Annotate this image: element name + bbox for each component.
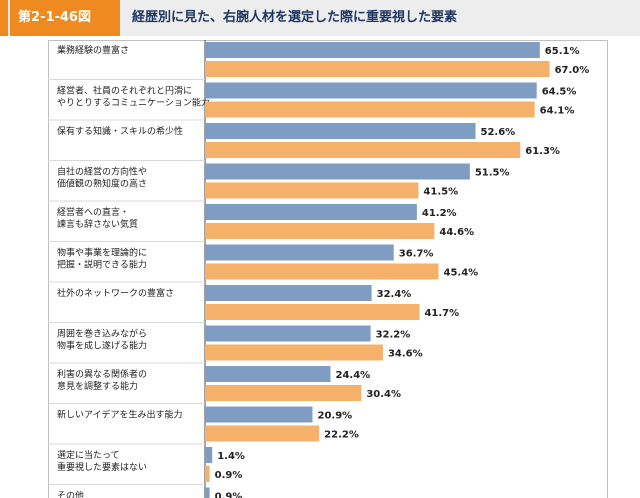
data-label: 32.4% [377, 289, 412, 300]
bar-series-2 [205, 61, 550, 77]
category-label-line: 業務経験の豊富さ [57, 44, 129, 56]
category-label-line: 物事を成し遂げる能力 [57, 340, 147, 352]
bar-series-2 [205, 223, 435, 239]
data-label: 67.0% [555, 65, 590, 76]
category-label-line: 保有する知識・スキルの希少性 [57, 125, 183, 137]
category-label-line: 諫言も辞さない気質 [57, 218, 138, 230]
category-label-line: 自社の経営の方向性や [57, 166, 147, 178]
data-label: 22.2% [324, 430, 359, 441]
data-label: 41.5% [423, 187, 458, 198]
category-label-line: 価値観の熟知度の高さ [57, 178, 147, 190]
data-label: 61.3% [525, 146, 560, 157]
bar-series-1 [205, 285, 372, 301]
data-label: 45.4% [443, 268, 478, 279]
category-label-line: 選定に当たって [57, 449, 120, 461]
data-label: 24.4% [335, 370, 370, 381]
bar-series-2 [205, 142, 521, 158]
data-label: 32.2% [376, 330, 411, 341]
bar-series-1 [205, 82, 537, 99]
category-label-line: 重要視した要素はない [57, 461, 147, 473]
data-label: 44.6% [439, 227, 474, 238]
bar-series-2 [205, 466, 210, 482]
data-label: 20.9% [317, 411, 352, 422]
data-label: 65.1% [545, 46, 580, 57]
bar-series-1 [205, 487, 210, 498]
figure-header: 第2-1-46図 経歴別に見た、右腕人材を選定した際に重要視した要素 [0, 0, 640, 36]
bar-series-1 [205, 366, 331, 382]
bar-series-1 [205, 163, 470, 180]
category-label-line: 社外のネットワークの豊富さ [57, 287, 174, 299]
data-label: 0.9% [215, 470, 243, 481]
bar-series-1 [205, 123, 476, 139]
data-label: 52.6% [481, 127, 516, 138]
data-label: 51.5% [475, 168, 510, 179]
data-label: 41.2% [422, 208, 457, 219]
category-label-line: 利害の異なる関係者の [57, 368, 147, 380]
category-label: その他 [57, 490, 84, 498]
bar-series-2 [205, 385, 362, 401]
data-label: 34.6% [388, 349, 423, 360]
category-label-line: 経営者への直言・ [57, 206, 129, 218]
data-label: 0.9% [215, 492, 243, 498]
bar-series-2 [205, 182, 419, 199]
bar-series-1 [205, 42, 540, 58]
data-label: 36.7% [399, 249, 434, 260]
bar-series-1 [205, 204, 417, 220]
category-label: 選定に当たって重要視した要素はない [57, 449, 147, 473]
category-label-line: 新しいアイデアを生み出す能力 [57, 409, 183, 421]
category-label: 社外のネットワークの豊富さ [57, 287, 174, 299]
data-label: 64.1% [540, 106, 575, 117]
bar-series-2 [205, 263, 439, 280]
bar-series-1 [205, 325, 371, 342]
bar-series-1 [205, 447, 213, 463]
category-label-line: 把握・説明できる能力 [57, 259, 147, 271]
category-label: 経営者への直言・諫言も辞さない気質 [57, 206, 138, 230]
category-label: 保有する知識・スキルの希少性 [57, 125, 183, 137]
category-label-line: その他 [57, 490, 84, 498]
figure-title: 経歴別に見た、右腕人材を選定した際に重要視した要素 [132, 10, 458, 25]
bar-series-2 [205, 101, 535, 118]
figure-number: 第2-1-46図 [10, 0, 120, 36]
bar-series-2 [205, 304, 420, 320]
category-label: 経営者、社員のそれぞれと円滑にやりとりするコミュニケーション能力 [57, 85, 210, 109]
data-label: 41.7% [424, 308, 459, 319]
bar-series-1 [205, 406, 313, 423]
data-label: 30.4% [366, 389, 401, 400]
category-label-line: 経営者、社員のそれぞれと円滑に [57, 85, 192, 97]
chart-frame [48, 40, 608, 498]
category-label: 業務経験の豊富さ [57, 44, 129, 56]
category-label: 利害の異なる関係者の意見を調整する能力 [57, 368, 147, 392]
data-label: 64.5% [542, 87, 577, 98]
category-label: 自社の経営の方向性や価値観の熟知度の高さ [57, 166, 147, 190]
category-label-line: 物事や事業を理論的に [57, 247, 147, 259]
category-label: 新しいアイデアを生み出す能力 [57, 409, 183, 421]
category-label: 物事や事業を理論的に把握・説明できる能力 [57, 247, 147, 271]
bar-series-2 [205, 344, 383, 361]
header-accent-bar [0, 0, 8, 36]
category-label-line: 周囲を巻き込みながら [57, 328, 147, 340]
category-label-line: やりとりするコミュニケーション能力 [57, 97, 210, 109]
data-label: 1.4% [217, 451, 245, 462]
category-label: 周囲を巻き込みながら物事を成し遂げる能力 [57, 328, 147, 352]
bar-series-1 [205, 244, 394, 261]
category-label-line: 意見を調整する能力 [57, 380, 138, 392]
bar-series-2 [205, 425, 320, 442]
